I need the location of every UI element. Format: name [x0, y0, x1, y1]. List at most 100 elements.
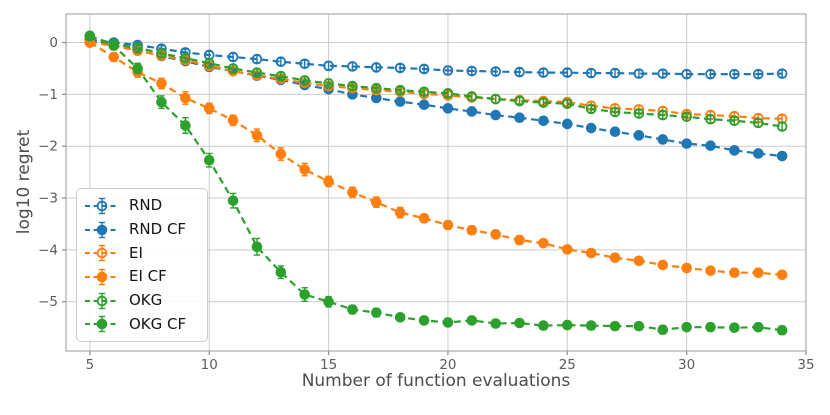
data-point-okg	[681, 111, 692, 122]
data-point-rnd	[275, 56, 287, 67]
data-point-okg-cf	[251, 241, 263, 253]
y-tick-label: −3	[38, 191, 58, 207]
legend-marker-okg	[85, 292, 119, 309]
data-point-rnd	[585, 67, 597, 79]
data-point-rnd-cf	[585, 122, 597, 134]
data-point-okg-cf	[657, 324, 669, 336]
data-point-rnd	[227, 51, 239, 63]
data-point-ei-cf	[371, 196, 382, 208]
data-point-ei-cf	[609, 252, 621, 263]
legend: RND RND CF EI EI CF OKG OKG CF	[76, 188, 208, 342]
data-point-rnd	[442, 65, 454, 76]
x-tick-label: 35	[797, 357, 814, 373]
x-tick-label: 10	[201, 357, 218, 373]
data-point-ei-cf	[394, 207, 406, 218]
legend-item-ei-cf: EI CF	[84, 265, 199, 289]
data-point-rnd-cf	[418, 99, 430, 111]
data-point-ei-cf	[442, 219, 454, 231]
y-tick-label: 0	[49, 35, 58, 51]
data-point-rnd-cf	[752, 148, 764, 159]
data-point-okg-cf	[418, 315, 430, 326]
data-point-rnd-cf	[776, 150, 788, 162]
data-point-rnd	[466, 65, 478, 77]
x-axis-label: Number of function evaluations	[301, 371, 571, 391]
data-point-ei-cf	[633, 255, 645, 267]
data-point-rnd	[729, 68, 740, 80]
data-point-okg-cf	[180, 120, 191, 131]
data-point-ei-cf	[251, 130, 263, 141]
data-point-okg-cf	[394, 311, 406, 323]
data-point-rnd	[752, 68, 764, 80]
data-point-okg	[251, 67, 263, 78]
data-point-rnd	[371, 62, 382, 73]
data-point-ei-cf	[681, 262, 692, 274]
data-point-rnd-cf	[729, 145, 740, 156]
data-point-okg	[323, 78, 334, 89]
data-point-okg-cf	[108, 40, 120, 51]
data-point-ei-cf	[561, 244, 573, 255]
data-point-okg-cf	[442, 317, 454, 328]
data-point-okg	[418, 86, 430, 98]
data-point-rnd	[657, 68, 669, 79]
axes-spines	[65, 13, 807, 352]
data-point-okg-cf	[466, 315, 478, 326]
data-point-rnd	[705, 68, 716, 80]
data-point-ei-cf	[227, 114, 239, 126]
data-point-rnd-cf	[394, 96, 406, 107]
data-point-okg	[156, 48, 167, 59]
data-point-okg	[609, 106, 621, 118]
data-point-okg	[371, 82, 382, 94]
legend-label-okg-cf: OKG CF	[129, 314, 187, 333]
data-point-okg-cf	[490, 318, 501, 329]
data-point-ei-cf	[490, 229, 501, 240]
legend-glyph	[96, 271, 108, 283]
data-point-rnd	[347, 61, 358, 72]
data-point-okg	[657, 109, 669, 121]
y-tick-label: −5	[38, 294, 58, 310]
legend-item-okg: OKG	[84, 289, 199, 313]
legend-glyph	[96, 247, 108, 259]
data-point-okg	[299, 75, 311, 86]
legend-item-rnd: RND	[84, 194, 199, 218]
data-point-okg-cf	[705, 321, 716, 333]
data-point-okg-cf	[84, 30, 96, 42]
data-point-rnd-cf	[514, 112, 525, 123]
data-point-ei-cf	[156, 78, 167, 89]
data-point-okg	[394, 84, 406, 96]
legend-label-rnd: RND	[129, 196, 163, 215]
data-point-rnd	[418, 63, 430, 75]
data-point-rnd	[538, 67, 549, 78]
x-tick-label: 25	[559, 357, 576, 373]
x-tick-label: 20	[439, 357, 456, 373]
data-point-okg-cf	[323, 296, 334, 308]
data-point-okg-cf	[561, 319, 573, 331]
data-point-ei-cf	[108, 51, 120, 63]
data-point-ei-cf	[752, 267, 764, 279]
data-point-rnd-cf	[633, 130, 645, 141]
legend-item-ei: EI	[84, 241, 199, 265]
legend-label-rnd-cf: RND CF	[129, 220, 187, 238]
data-point-rnd-cf	[609, 126, 621, 137]
data-point-rnd-cf	[681, 138, 692, 149]
data-point-ei-cf	[585, 247, 597, 259]
data-point-okg-cf	[156, 96, 167, 108]
data-point-okg	[585, 103, 597, 115]
data-point-ei-cf	[418, 212, 430, 224]
data-point-okg	[490, 93, 501, 105]
y-tick-label: −2	[38, 139, 58, 155]
data-point-okg-cf	[729, 322, 740, 333]
data-point-okg	[776, 121, 788, 132]
data-point-rnd-cf	[490, 109, 501, 121]
data-point-okg	[705, 113, 716, 125]
data-point-rnd-cf	[657, 134, 669, 145]
data-point-ei-cf	[323, 176, 334, 187]
data-point-okg	[203, 57, 215, 69]
data-point-okg	[347, 80, 358, 92]
data-point-rnd	[776, 68, 788, 79]
data-point-okg-cf	[538, 320, 549, 331]
data-point-okg	[227, 63, 239, 74]
series-line-rnd	[89, 38, 783, 76]
legend-glyph	[96, 200, 108, 212]
data-point-okg	[275, 70, 287, 82]
